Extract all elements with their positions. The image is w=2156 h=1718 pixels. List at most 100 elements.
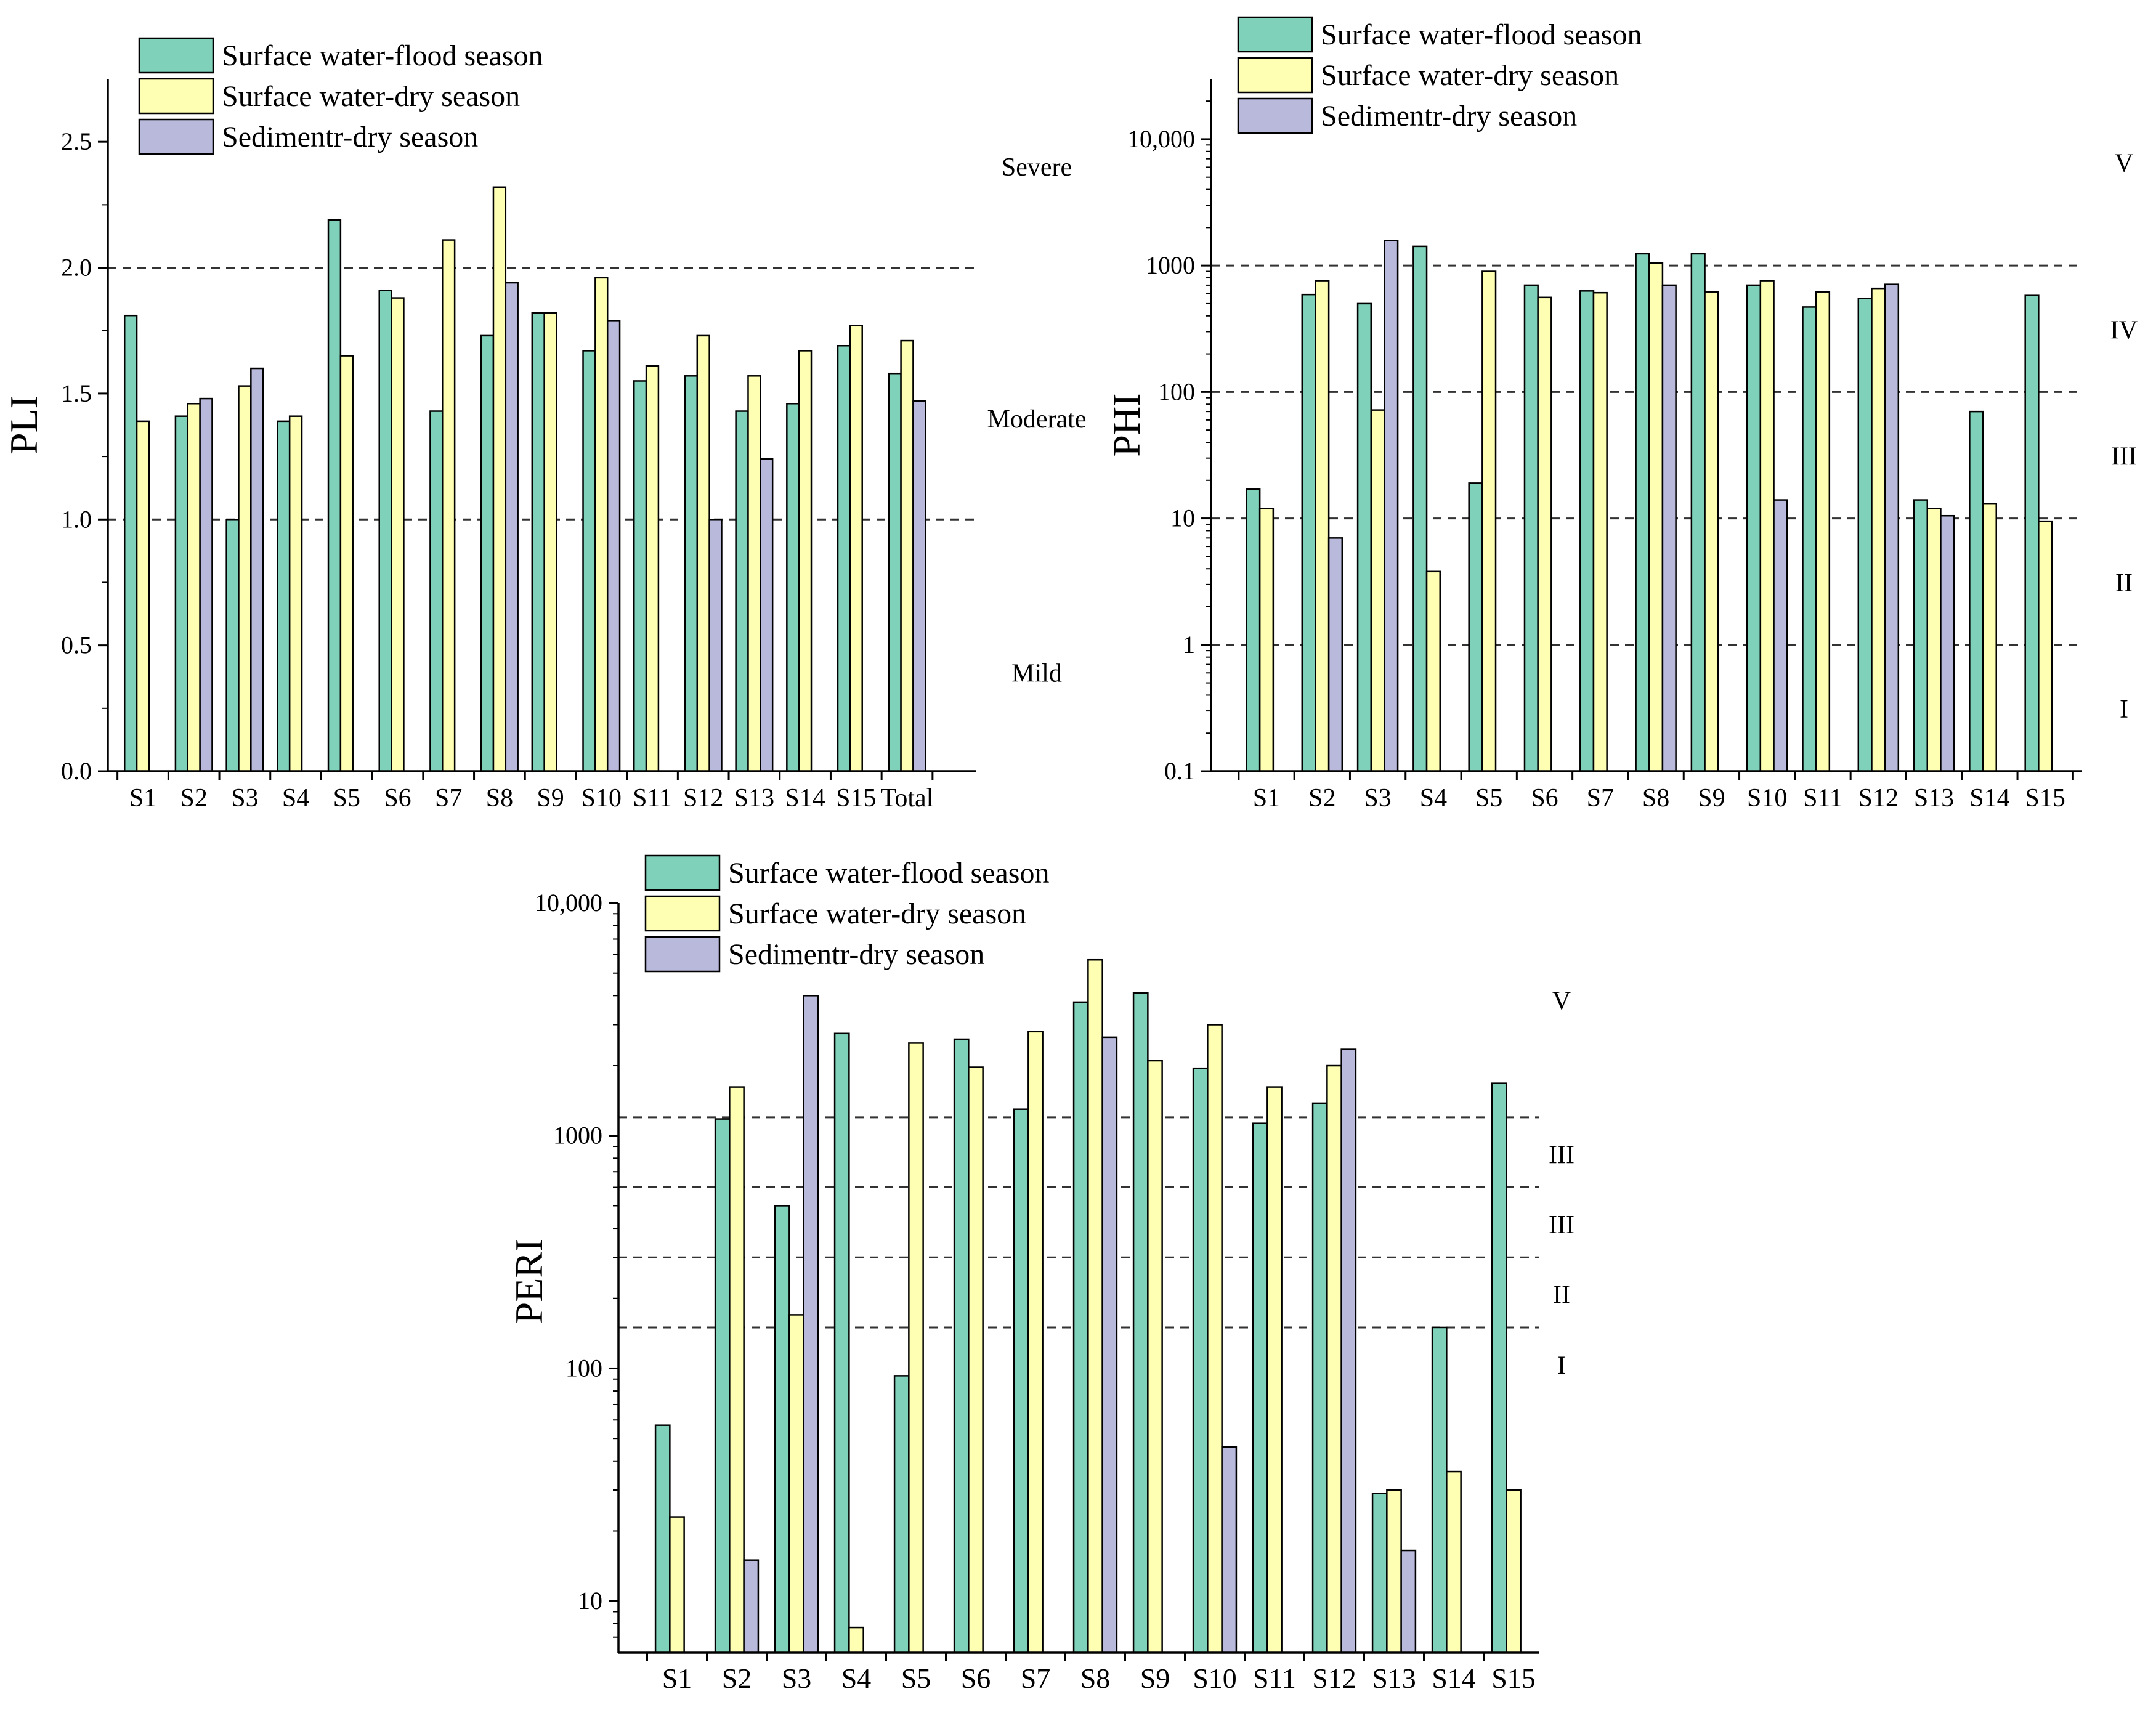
bar-dry-total: [900, 339, 914, 772]
bar-sed-total: [912, 400, 926, 772]
bar-dry-s9: [1147, 1060, 1163, 1654]
bar-dry-s3: [238, 385, 252, 772]
bar-dry-s2: [1315, 280, 1330, 772]
legend: Surface water-flood season Surface water-…: [1237, 16, 1642, 134]
bar-dry-s2: [187, 403, 201, 772]
x-tick-label-s11: S11: [1253, 1663, 1296, 1694]
x-tick-label-s8: S8: [1080, 1663, 1111, 1694]
bar-dry-s8: [492, 186, 507, 772]
bar-flood-s5: [893, 1375, 910, 1654]
legend-swatch-flood: [138, 37, 214, 74]
bar-flood-s5: [327, 219, 342, 772]
x-tick-label-s2: S2: [1308, 784, 1335, 812]
bar-flood-s12: [1311, 1102, 1328, 1654]
legend-label-dry: Surface water-dry season: [728, 897, 1026, 930]
legend-swatch-dry: [644, 895, 721, 932]
bar-sed-s2: [743, 1559, 760, 1654]
bar-sed-s13: [1940, 514, 1955, 772]
bar-sed-s3: [803, 995, 819, 1654]
bar-flood-s9: [1132, 992, 1149, 1654]
legend-label-sed: Sedimentr-dry season: [1321, 100, 1577, 132]
legend-swatch-sed: [1237, 97, 1313, 134]
bar-flood-s4: [1412, 245, 1428, 772]
legend-label-flood: Surface water-flood season: [728, 857, 1049, 889]
bar-dry-s1: [136, 420, 150, 772]
bar-dry-s15: [1506, 1489, 1522, 1654]
x-tick-label-s15: S15: [2025, 784, 2065, 812]
bar-flood-s13: [1913, 499, 1929, 772]
legend-swatch-dry: [1237, 57, 1313, 94]
zone-label: I: [2120, 695, 2128, 724]
y-tick-label: 1.5: [61, 379, 92, 407]
bar-dry-s11: [1815, 291, 1831, 772]
x-tick-label-s8: S8: [486, 784, 513, 812]
x-tick-label-s6: S6: [961, 1663, 991, 1694]
bar-flood-total: [888, 372, 902, 772]
bar-dry-s4: [1425, 570, 1441, 772]
bar-flood-s1: [654, 1424, 671, 1654]
bar-dry-s12: [1871, 287, 1886, 772]
x-tick-label-s11: S11: [633, 784, 672, 812]
y-tick-label: 2.0: [61, 254, 92, 282]
legend: Surface water-flood season Surface water-…: [644, 854, 1049, 973]
x-tick-label-s9: S9: [537, 784, 564, 812]
bar-flood-s5: [1468, 482, 1483, 772]
y-tick-label: 100: [1158, 378, 1195, 405]
bar-flood-s4: [277, 420, 291, 772]
bar-flood-s3: [225, 519, 240, 772]
bar-flood-s14: [1431, 1326, 1448, 1654]
legend-label-sed: Sedimentr-dry season: [728, 938, 984, 971]
bar-dry-s12: [696, 334, 710, 772]
x-tick-label-s1: S1: [662, 1663, 692, 1694]
legend-label-flood: Surface water-flood season: [1321, 18, 1642, 51]
x-tick-label-s7: S7: [1587, 784, 1614, 812]
bar-flood-s6: [378, 290, 392, 772]
x-tick-label-s3: S3: [1364, 784, 1391, 812]
bar-flood-s11: [633, 380, 647, 772]
x-tick-label-s4: S4: [1420, 784, 1447, 812]
x-tick-label-s14: S14: [785, 784, 825, 812]
x-tick-label-s3: S3: [231, 784, 258, 812]
zone-label: Mild: [1011, 660, 1062, 688]
x-tick-label-s2: S2: [722, 1663, 752, 1694]
bar-sed-s2: [199, 397, 213, 772]
bar-flood-s10: [1192, 1067, 1209, 1654]
x-tick-label-s12: S12: [1858, 784, 1899, 812]
y-tick-label: 0.1: [1164, 757, 1195, 785]
bar-sed-s12: [1340, 1048, 1357, 1654]
bar-dry-s15: [849, 325, 863, 772]
legend-swatch-sed: [644, 936, 721, 973]
bar-dry-s6: [391, 297, 405, 772]
legend-swatch-sed: [138, 118, 214, 155]
bar-dry-s13: [1926, 508, 1942, 772]
y-tick-label: 1000: [1146, 251, 1195, 279]
x-tick-label-s15: S15: [1491, 1663, 1536, 1694]
bar-flood-s9: [1690, 253, 1706, 772]
x-tick-label-s13: S13: [1914, 784, 1954, 812]
bar-dry-s10: [594, 277, 609, 772]
y-tick-label: 100: [565, 1354, 602, 1382]
zone-label: I: [1557, 1352, 1566, 1380]
bar-flood-s13: [735, 410, 749, 772]
x-tick-label-s6: S6: [1531, 784, 1558, 812]
x-tick-label-s7: S7: [435, 784, 462, 812]
x-tick-label-s5: S5: [1475, 784, 1502, 812]
bar-sed-s8: [1661, 284, 1677, 772]
bar-flood-s15: [1491, 1082, 1507, 1654]
x-tick-label-s11: S11: [1803, 784, 1842, 812]
bar-flood-s15: [2024, 294, 2040, 772]
bar-sed-s13: [760, 458, 774, 772]
bar-flood-s6: [953, 1038, 970, 1654]
bar-dry-s5: [1481, 270, 1497, 772]
x-tick-label-s4: S4: [841, 1663, 872, 1694]
y-tick-label: 1: [1183, 631, 1195, 658]
bar-sed-s8: [505, 282, 519, 772]
bar-dry-s14: [798, 350, 813, 772]
x-tick-label-s13: S13: [734, 784, 774, 812]
y-tick-label: 1000: [553, 1122, 602, 1149]
y-tick-label: 10,000: [1127, 125, 1195, 153]
bar-dry-s3: [788, 1314, 804, 1654]
x-tick-label-s14: S14: [1432, 1663, 1476, 1694]
bar-dry-s2: [729, 1086, 745, 1654]
bar-dry-s11: [645, 365, 660, 772]
